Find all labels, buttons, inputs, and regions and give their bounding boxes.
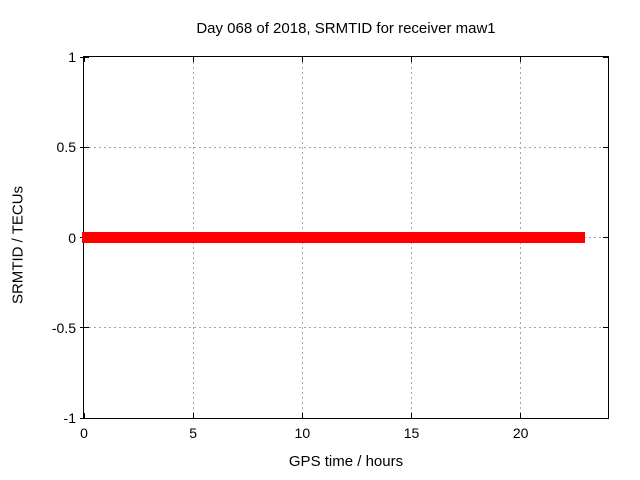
chart-title: Day 068 of 2018, SRMTID for receiver maw… [196,20,496,37]
x-tick [192,413,194,418]
y-tick-label: 0 [68,229,76,246]
y-tick [603,417,608,419]
x-tick-label: 15 [403,425,420,441]
y-tick [80,417,89,419]
x-tick [192,57,194,62]
x-tick [301,413,303,418]
y-tick [80,327,89,329]
data-segment [539,232,546,243]
y-gridline [84,146,608,148]
data-segment [82,232,308,243]
x-tick-label: 10 [294,425,311,441]
y-tick-label: 1 [68,49,76,65]
x-tick [301,57,303,62]
data-segment [306,232,541,243]
y-tick [603,237,608,238]
y-tick [80,56,89,58]
x-tick [83,413,85,418]
x-tick [520,413,522,418]
x-tick [520,57,522,62]
x-tick [411,57,412,62]
y-tick [80,146,89,148]
x-tick-label: 5 [189,425,198,441]
y-tick [603,327,608,329]
y-tick-label: -1 [63,410,76,426]
plot-area [80,56,609,419]
x-tick [411,413,412,418]
y-tick-label: -0.5 [51,319,76,336]
x-tick [83,57,85,62]
y-tick [603,56,608,58]
y-tick-label: 0.5 [56,139,76,156]
x-tick-label: 20 [512,425,529,441]
y-gridline [84,327,608,329]
data-segment [543,232,550,243]
x-axis-label: GPS time / hours [288,453,404,470]
x-tick-label: 0 [80,425,88,441]
y-tick [603,146,608,148]
y-axis-label: SRMTID / TECUs [9,185,27,305]
data-segment [547,232,586,243]
